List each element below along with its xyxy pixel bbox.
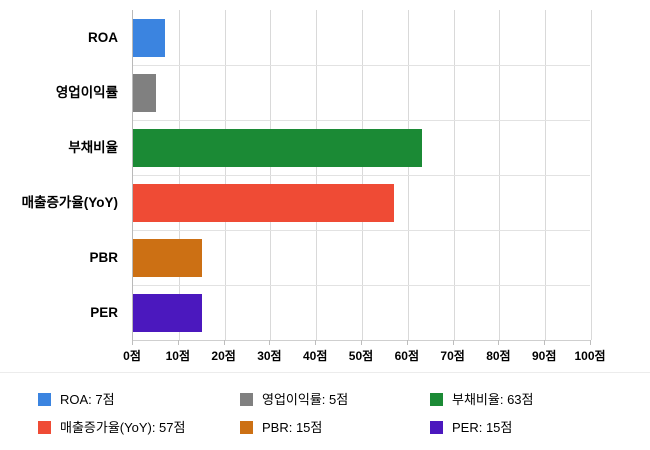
x-tick-mark bbox=[223, 340, 225, 345]
x-tick-label-8: 80점 bbox=[486, 349, 511, 363]
legend-swatch-icon bbox=[240, 420, 253, 434]
x-tick-mark bbox=[406, 340, 408, 345]
horizontal-gridline bbox=[133, 285, 590, 286]
bar-3[interactable] bbox=[133, 128, 422, 167]
legend-item-5[interactable]: PBR: 15점 bbox=[240, 417, 322, 437]
legend-swatch-icon bbox=[430, 420, 443, 434]
legend-item-6[interactable]: PER: 15점 bbox=[430, 417, 512, 437]
bar-series bbox=[133, 10, 590, 340]
bar-5[interactable] bbox=[133, 238, 202, 277]
x-tick-mark bbox=[544, 340, 546, 345]
category-label-3: 부채비율 bbox=[68, 139, 118, 155]
legend-swatch-icon bbox=[38, 392, 51, 406]
x-tick-label-0: 0점 bbox=[123, 349, 141, 363]
legend-label: 영업이익률: 5점 bbox=[262, 391, 349, 407]
legend-item-3[interactable]: 부채비율: 63점 bbox=[430, 389, 533, 409]
vertical-gridline bbox=[591, 10, 592, 340]
x-tick-label-9: 90점 bbox=[531, 349, 557, 363]
category-label-5: PBR bbox=[89, 249, 118, 265]
x-tick-label-2: 20점 bbox=[211, 349, 236, 363]
bar-6[interactable] bbox=[133, 293, 202, 332]
x-tick-label-5: 50점 bbox=[348, 349, 374, 363]
x-tick-label-10: 100점 bbox=[574, 349, 606, 363]
x-tick-label-7: 70점 bbox=[440, 349, 465, 363]
legend-label: 매출증가율(YoY): 57점 bbox=[60, 419, 186, 435]
legend-label: 부채비율: 63점 bbox=[452, 391, 534, 407]
legend-label: PBR: 15점 bbox=[262, 419, 323, 435]
x-tick-mark bbox=[590, 340, 591, 345]
category-label-2: 영업이익률 bbox=[55, 84, 118, 100]
x-tick-mark bbox=[132, 340, 133, 345]
legend-swatch-icon bbox=[430, 392, 443, 406]
legend-swatch-icon bbox=[240, 392, 253, 406]
gridlines bbox=[133, 10, 592, 340]
x-tick-label-3: 30점 bbox=[257, 349, 282, 363]
value-axis-ticks: 0점 10점 20점 30점 40점 50점 60점 70점 80점 90점 100점 bbox=[123, 340, 606, 365]
legend-item-2[interactable]: 영업이익률: 5점 bbox=[240, 389, 348, 409]
x-tick-mark bbox=[269, 340, 271, 345]
category-label-1: ROA bbox=[88, 29, 118, 45]
x-tick-mark bbox=[177, 340, 179, 345]
x-tick-mark bbox=[361, 340, 362, 345]
x-tick-label-1: 10점 bbox=[165, 349, 190, 363]
bar-1[interactable] bbox=[133, 18, 166, 57]
x-tick-mark bbox=[315, 340, 317, 345]
x-tick-mark bbox=[452, 340, 454, 345]
legend-swatch-icon bbox=[38, 420, 51, 434]
horizontal-gridline bbox=[133, 230, 590, 231]
x-tick-mark bbox=[498, 340, 500, 345]
x-tick-label-6: 60점 bbox=[394, 349, 419, 363]
horizontal-gridline bbox=[133, 120, 590, 121]
category-label-4: 매출증가율(YoY) bbox=[21, 194, 118, 210]
bar-4[interactable] bbox=[133, 183, 395, 222]
legend-label: PER: 15점 bbox=[452, 419, 513, 435]
horizontal-gridline bbox=[133, 175, 590, 176]
legend-label: ROA: 7점 bbox=[60, 391, 115, 407]
x-tick-label-4: 40점 bbox=[302, 349, 328, 363]
category-label-6: PER bbox=[90, 304, 118, 320]
legend-item-1[interactable]: ROA: 7점 bbox=[38, 389, 115, 409]
bar-2[interactable] bbox=[133, 73, 156, 112]
horizontal-gridline bbox=[133, 65, 590, 66]
plot-area bbox=[132, 10, 592, 340]
legend-item-4[interactable]: 매출증가율(YoY): 57점 bbox=[38, 417, 185, 437]
